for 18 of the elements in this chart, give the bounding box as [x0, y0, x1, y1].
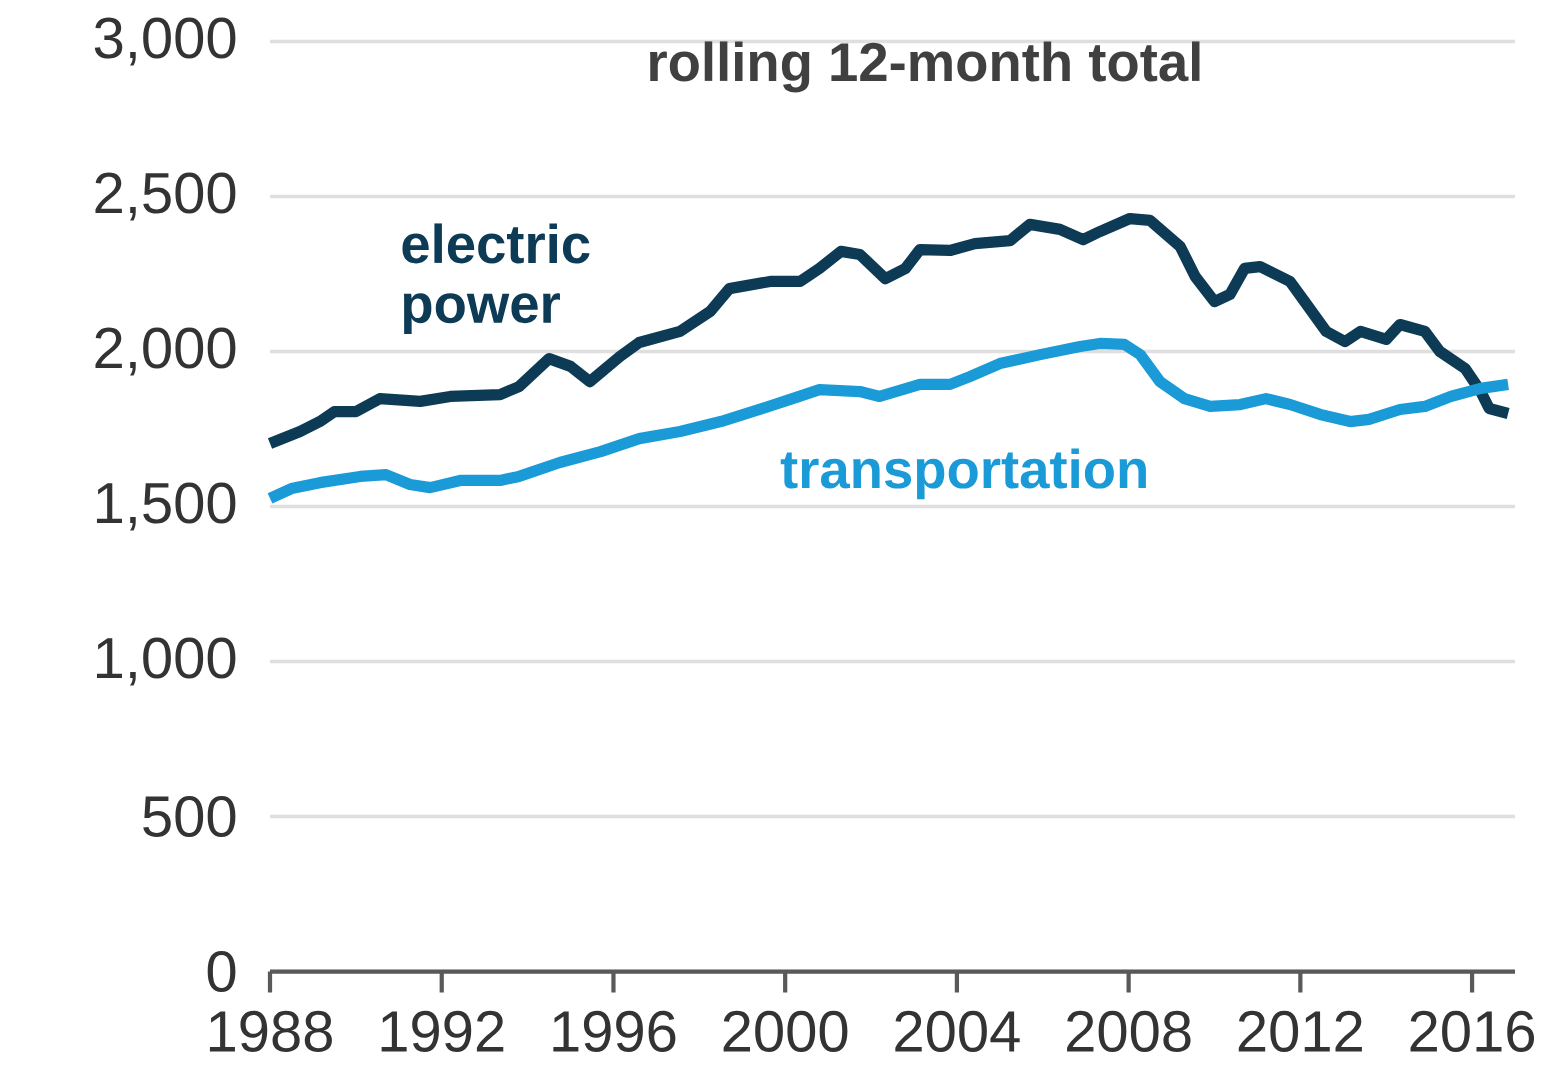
x-tick-label: 1996 — [553, 1011, 676, 1053]
y-tick-label: 1,500 — [96, 482, 236, 531]
x-tick-label: 2016 — [1410, 1011, 1535, 1053]
x-tick-label: 1992 — [381, 1011, 504, 1053]
series-label: electric power — [402, 223, 590, 335]
y-tick-label: 500 — [143, 796, 236, 838]
y-tick-label: 2,000 — [95, 327, 236, 376]
x-tick-label: 1988 — [209, 1011, 332, 1053]
x-tick-label: 2000 — [723, 1011, 848, 1053]
x-tick-label: 2008 — [1067, 1011, 1191, 1053]
series-label: transportation — [780, 448, 1146, 500]
y-tick-label: 1,000 — [96, 637, 236, 686]
y-tick-label: 3,000 — [94, 17, 236, 66]
x-tick-label: 2012 — [1238, 1011, 1362, 1053]
x-tick-label: 2004 — [895, 1011, 1020, 1053]
y-tick-label: 2,500 — [95, 172, 236, 221]
y-tick-label: 0 — [207, 951, 236, 993]
chart-title: rolling 12-month total — [650, 41, 1200, 93]
